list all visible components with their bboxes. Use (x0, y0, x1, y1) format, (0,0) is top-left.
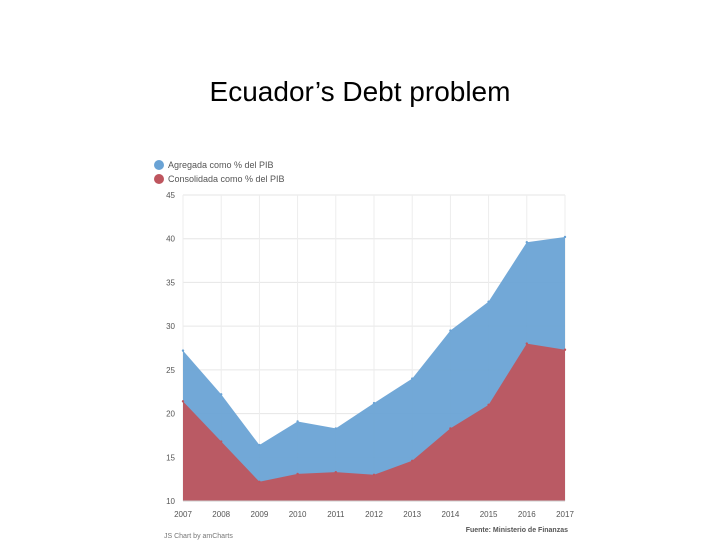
y-tick-label-1: 15 (166, 453, 175, 462)
data-point-s0-8 (487, 300, 490, 303)
data-point-s0-0 (181, 349, 185, 352)
data-point-s1-8 (487, 403, 490, 407)
data-point-s0-10 (563, 235, 567, 239)
x-tick-label-6: 2013 (403, 510, 421, 519)
y-tick-label-4: 30 (166, 322, 175, 331)
y-tick-label-5: 35 (166, 278, 175, 287)
legend: Agregada como % del PIB Consolidada como… (154, 160, 285, 184)
x-tick-label-5: 2012 (365, 510, 383, 519)
y-tick-label-0: 10 (166, 497, 175, 506)
data-point-s1-3 (296, 472, 299, 476)
x-tick-label-3: 2010 (289, 510, 307, 519)
legend-label-consolidada: Consolidada como % del PIB (168, 174, 285, 184)
x-tick-label-10: 2017 (556, 510, 574, 519)
data-point-s1-7 (449, 427, 452, 430)
debt-area-chart: Agregada como % del PIB Consolidada como… (154, 160, 574, 540)
x-tick-label-4: 2011 (327, 510, 345, 519)
y-tick-label-6: 40 (166, 235, 175, 244)
slide-title: Ecuador’s Debt problem (209, 76, 511, 107)
data-point-s1-10 (563, 348, 567, 351)
x-tick-label-0: 2007 (174, 510, 192, 519)
data-point-s1-2 (258, 480, 261, 483)
x-tick-label-2: 2009 (251, 510, 269, 519)
data-point-s0-4 (334, 427, 337, 430)
data-point-s1-0 (181, 400, 185, 403)
series-areas (181, 235, 567, 502)
x-axis-ticks: 2007 2008 2009 2010 2011 2012 2013 2014 2015 2016… (174, 510, 574, 519)
data-point-s0-3 (296, 420, 299, 423)
data-point-s0-5 (372, 401, 376, 405)
legend-swatch-consolidada (154, 174, 164, 184)
data-point-s0-9 (525, 241, 528, 244)
legend-swatch-agregada (154, 160, 164, 170)
data-point-s1-4 (334, 470, 337, 474)
data-point-s0-1 (220, 393, 223, 396)
x-tick-label-7: 2014 (442, 510, 460, 519)
source-note: Fuente: Ministerio de Finanzas (466, 527, 568, 534)
x-tick-label-9: 2016 (518, 510, 536, 519)
y-tick-label-7: 45 (166, 191, 175, 200)
x-tick-label-1: 2008 (212, 510, 230, 519)
data-point-s0-7 (449, 329, 452, 332)
y-tick-label-3: 25 (166, 366, 175, 375)
data-point-s1-6 (411, 459, 414, 462)
x-tick-label-8: 2015 (480, 510, 498, 519)
y-axis-ticks: 10 15 20 25 30 35 40 45 (166, 191, 175, 506)
data-point-s1-9 (525, 342, 528, 345)
chart-credit: JS Chart by amCharts (164, 533, 233, 540)
data-point-s1-1 (220, 440, 223, 443)
data-point-s1-5 (372, 473, 376, 476)
data-point-s0-2 (258, 443, 261, 447)
legend-label-agregada: Agregada como % del PIB (168, 160, 274, 170)
data-point-s0-6 (411, 377, 414, 380)
series-area-1 (183, 343, 565, 501)
y-tick-label-2: 20 (166, 410, 175, 419)
